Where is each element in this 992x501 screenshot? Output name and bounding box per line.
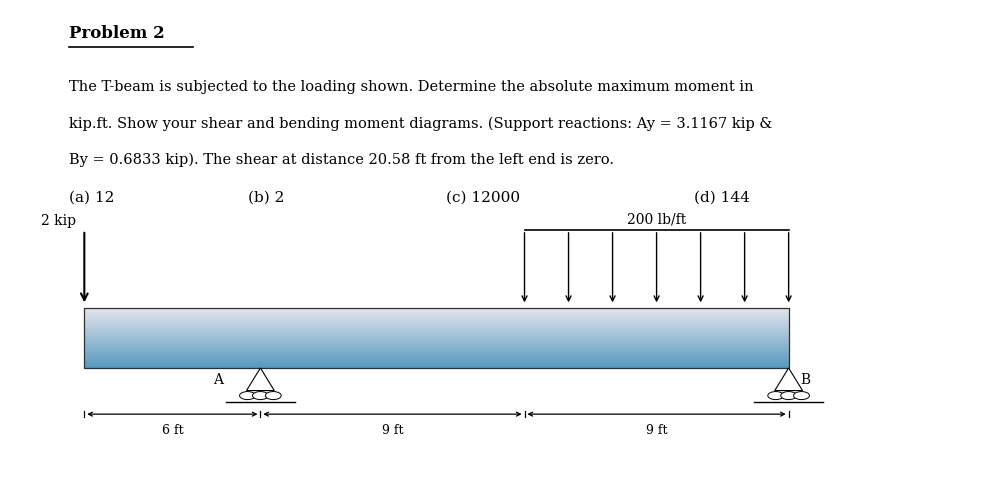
Polygon shape [84, 318, 789, 320]
Polygon shape [84, 316, 789, 318]
Text: A: A [212, 373, 222, 386]
Polygon shape [84, 334, 789, 336]
Polygon shape [84, 360, 789, 362]
Text: kip.ft. Show your shear and bending moment diagrams. (Support reactions: Ay = 3.: kip.ft. Show your shear and bending mome… [69, 116, 773, 131]
Polygon shape [84, 352, 789, 354]
Polygon shape [84, 350, 789, 352]
Polygon shape [84, 336, 789, 338]
Circle shape [794, 392, 809, 400]
Polygon shape [84, 366, 789, 368]
Text: (a) 12: (a) 12 [69, 190, 115, 204]
Polygon shape [84, 338, 789, 340]
Polygon shape [84, 328, 789, 330]
Polygon shape [84, 364, 789, 366]
Polygon shape [84, 330, 789, 332]
Polygon shape [84, 346, 789, 348]
Text: (b) 2: (b) 2 [248, 190, 285, 204]
Polygon shape [84, 310, 789, 312]
Polygon shape [84, 326, 789, 328]
Text: The T-beam is subjected to the loading shown. Determine the absolute maximum mom: The T-beam is subjected to the loading s… [69, 80, 754, 94]
Polygon shape [84, 340, 789, 342]
Polygon shape [84, 312, 789, 314]
Circle shape [239, 392, 256, 400]
Text: (c) 12000: (c) 12000 [446, 190, 521, 204]
Text: Problem 2: Problem 2 [69, 25, 166, 42]
Polygon shape [246, 368, 274, 391]
Text: 2 kip: 2 kip [42, 214, 76, 228]
Text: B: B [801, 373, 810, 386]
Polygon shape [84, 344, 789, 346]
Text: 9 ft: 9 ft [382, 423, 403, 436]
Polygon shape [84, 342, 789, 344]
Polygon shape [775, 368, 803, 391]
Polygon shape [84, 308, 789, 310]
Text: 6 ft: 6 ft [162, 423, 184, 436]
Polygon shape [84, 362, 789, 364]
Polygon shape [84, 322, 789, 324]
Polygon shape [84, 348, 789, 350]
Text: 9 ft: 9 ft [646, 423, 668, 436]
Polygon shape [84, 314, 789, 316]
Text: (d) 144: (d) 144 [694, 190, 750, 204]
Polygon shape [84, 320, 789, 322]
Polygon shape [84, 324, 789, 326]
Polygon shape [84, 358, 789, 360]
Polygon shape [84, 332, 789, 334]
Polygon shape [84, 356, 789, 358]
Circle shape [781, 392, 797, 400]
Polygon shape [84, 354, 789, 356]
Circle shape [768, 392, 784, 400]
Circle shape [266, 392, 282, 400]
Text: 200 lb/ft: 200 lb/ft [627, 212, 686, 226]
Text: By = 0.6833 kip). The shear at distance 20.58 ft from the left end is zero.: By = 0.6833 kip). The shear at distance … [69, 152, 614, 167]
Circle shape [252, 392, 268, 400]
